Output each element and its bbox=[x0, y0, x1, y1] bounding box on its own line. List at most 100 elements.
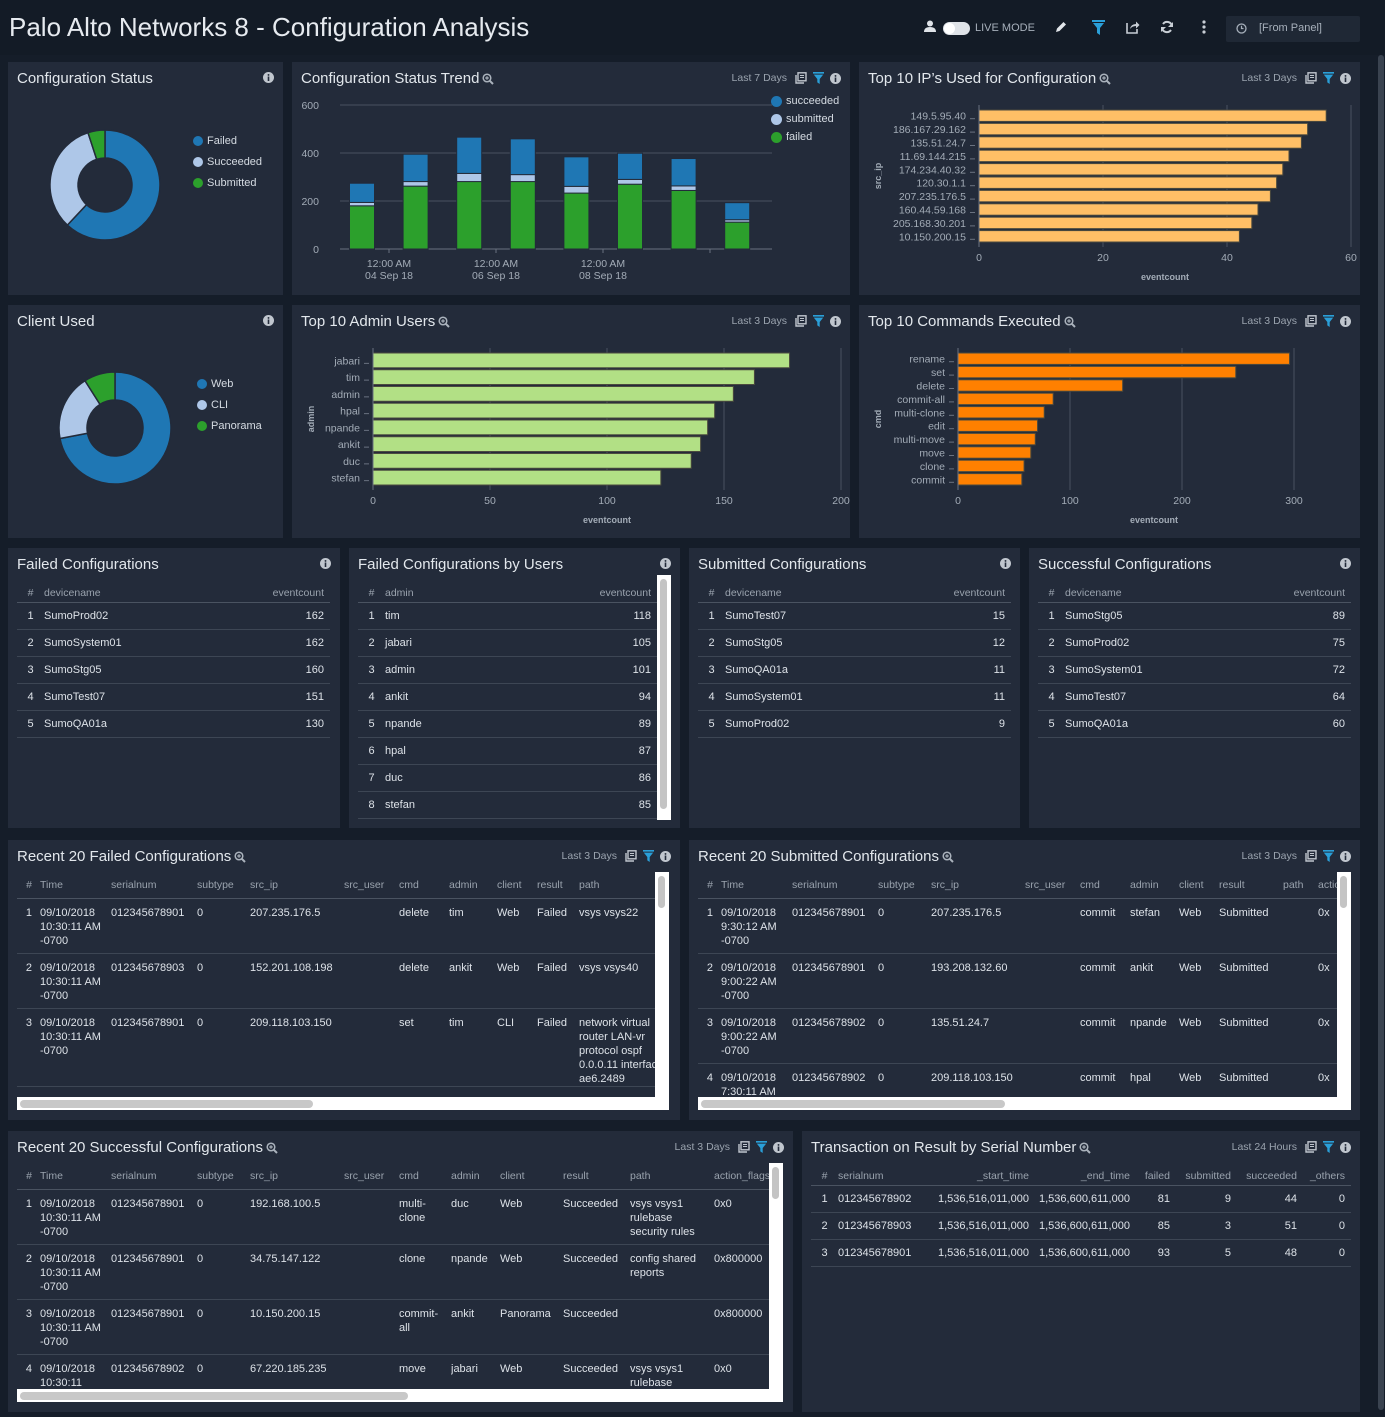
column-header[interactable]: src_ip bbox=[250, 872, 344, 899]
table-row[interactable]: 1 tim 118 bbox=[358, 602, 657, 630]
donut-slice-panorama[interactable] bbox=[83, 371, 116, 406]
table-row[interactable]: 1 012345678902 1,536,516,011,000 1,536,600,… bbox=[811, 1185, 1351, 1213]
table-row[interactable]: 3 admin 101 bbox=[358, 656, 657, 684]
bar[interactable] bbox=[957, 419, 1039, 432]
column-header[interactable]: serialnum bbox=[111, 872, 197, 899]
filter-icon[interactable] bbox=[813, 72, 824, 84]
table-row[interactable]: 4 09/10/2018 7:30:11 AM 012345678902 0 209.1… bbox=[698, 1063, 1337, 1097]
share-icon[interactable] bbox=[1126, 20, 1140, 34]
column-header[interactable]: src_user bbox=[1025, 872, 1080, 899]
bar[interactable] bbox=[372, 436, 702, 452]
bar-segment-succeeded[interactable] bbox=[349, 182, 375, 203]
info-icon[interactable] bbox=[660, 558, 671, 569]
bar[interactable] bbox=[978, 149, 1290, 163]
bar-segment-failed[interactable] bbox=[456, 181, 483, 250]
table-row[interactable]: 5 SumoQA01a 130 bbox=[17, 710, 330, 738]
column-header[interactable]: admin bbox=[449, 872, 497, 899]
time-range-selector[interactable]: [From Panel] bbox=[1226, 16, 1360, 42]
info-icon[interactable] bbox=[660, 850, 671, 862]
copy-icon[interactable] bbox=[1305, 1141, 1317, 1153]
column-header[interactable]: # bbox=[17, 872, 40, 899]
bar[interactable] bbox=[957, 392, 1054, 406]
column-header[interactable]: succeeded bbox=[1236, 1168, 1303, 1186]
live-mode-toggle[interactable] bbox=[943, 22, 970, 35]
filter-icon[interactable] bbox=[643, 850, 654, 862]
column-header[interactable]: src_user bbox=[344, 1163, 399, 1190]
table-row[interactable]: 4 ankit 94 bbox=[358, 683, 657, 711]
pencil-icon[interactable] bbox=[1054, 20, 1068, 34]
search-zoom-icon[interactable] bbox=[942, 851, 954, 863]
column-header[interactable]: result bbox=[1219, 872, 1283, 899]
table-row[interactable]: 2 09/10/2018 10:30:11 AM -0700 01234567890… bbox=[17, 953, 655, 1009]
bar[interactable] bbox=[957, 379, 1124, 392]
bar[interactable] bbox=[957, 459, 1025, 473]
bar-segment-succeeded[interactable] bbox=[456, 136, 483, 174]
bar[interactable] bbox=[372, 402, 716, 419]
bar[interactable] bbox=[372, 453, 692, 469]
bar-segment-succeeded[interactable] bbox=[402, 153, 429, 183]
table-row[interactable]: 1 09/10/2018 10:30:11 AM -0700 01234567890… bbox=[17, 898, 655, 954]
info-icon[interactable] bbox=[830, 315, 841, 327]
bar[interactable] bbox=[372, 386, 734, 402]
column-header[interactable]: Time bbox=[721, 872, 792, 899]
table-row[interactable]: 2 SumoProd02 75 bbox=[1038, 629, 1351, 657]
info-icon[interactable] bbox=[1340, 850, 1351, 862]
legend-item[interactable]: failed bbox=[771, 128, 839, 146]
legend-item[interactable]: succeeded bbox=[771, 92, 839, 110]
table-row[interactable]: 2 012345678903 1,536,516,011,000 1,536,600,… bbox=[811, 1212, 1351, 1240]
filter-icon[interactable] bbox=[1092, 20, 1105, 35]
table-row[interactable]: 1 SumoStg05 89 bbox=[1038, 602, 1351, 630]
bar[interactable] bbox=[978, 230, 1240, 243]
bar-segment-submitted[interactable] bbox=[563, 185, 590, 194]
bar-segment-submitted[interactable] bbox=[617, 178, 643, 185]
table-row[interactable]: 3 09/10/2018 10:30:11 AM -0700 01234567890… bbox=[17, 1008, 655, 1087]
bar-segment-submitted[interactable] bbox=[670, 185, 697, 191]
bar-segment-submitted[interactable] bbox=[509, 174, 536, 183]
vertical-scrollbar[interactable] bbox=[769, 1163, 783, 1402]
bar-segment-failed[interactable] bbox=[724, 221, 751, 250]
legend-item[interactable]: Succeeded bbox=[193, 151, 262, 172]
bar[interactable] bbox=[957, 432, 1036, 446]
filter-icon[interactable] bbox=[813, 315, 824, 327]
bar[interactable] bbox=[978, 189, 1271, 203]
bar[interactable] bbox=[978, 109, 1327, 122]
column-header[interactable]: src_user bbox=[344, 872, 399, 899]
table-row[interactable]: 1 09/10/2018 9:30:12 AM -0700 012345678901… bbox=[698, 898, 1337, 954]
bar[interactable] bbox=[372, 352, 791, 369]
column-header[interactable]: cmd bbox=[399, 1163, 451, 1190]
filter-icon[interactable] bbox=[1323, 1141, 1334, 1153]
table-row[interactable]: 3 SumoSystem01 72 bbox=[1038, 656, 1351, 684]
column-header[interactable]: # bbox=[811, 1168, 838, 1186]
horizontal-scrollbar[interactable] bbox=[17, 1389, 783, 1402]
copy-icon[interactable] bbox=[795, 315, 807, 327]
column-header[interactable]: devicename bbox=[1065, 585, 1230, 603]
table-row[interactable]: 2 SumoStg05 12 bbox=[698, 629, 1011, 657]
column-header[interactable]: client bbox=[497, 872, 537, 899]
table-row[interactable]: 3 09/10/2018 9:00:22 AM -0700 012345678902… bbox=[698, 1008, 1337, 1064]
table-row[interactable]: 2 09/10/2018 9:00:22 AM -0700 012345678901… bbox=[698, 953, 1337, 1009]
copy-icon[interactable] bbox=[1305, 72, 1317, 84]
column-header[interactable]: client bbox=[500, 1163, 563, 1190]
column-header[interactable]: devicename bbox=[44, 585, 209, 603]
table-row[interactable]: 8 stefan 85 bbox=[358, 791, 657, 819]
table-row[interactable]: 5 SumoQA01a 60 bbox=[1038, 710, 1351, 738]
column-header[interactable]: path bbox=[579, 872, 655, 899]
column-header[interactable]: _end_time bbox=[1034, 1168, 1136, 1186]
bar[interactable] bbox=[957, 446, 1032, 459]
bar[interactable] bbox=[957, 365, 1237, 379]
bar[interactable] bbox=[957, 406, 1045, 419]
search-zoom-icon[interactable] bbox=[1064, 316, 1076, 328]
table-row[interactable]: 1 09/10/2018 10:30:11 AM -0700 01234567890… bbox=[17, 1189, 769, 1245]
bar-segment-failed[interactable] bbox=[509, 181, 536, 250]
column-header[interactable]: src_ip bbox=[250, 1163, 344, 1190]
column-header[interactable]: failed bbox=[1135, 1168, 1176, 1186]
vertical-scrollbar[interactable] bbox=[657, 575, 671, 820]
bar[interactable] bbox=[372, 369, 755, 385]
column-header[interactable]: Time bbox=[40, 1163, 111, 1190]
info-icon[interactable] bbox=[1340, 72, 1351, 84]
column-header[interactable]: eventcount bbox=[491, 585, 657, 603]
column-header[interactable]: path bbox=[630, 1163, 714, 1190]
column-header[interactable]: result bbox=[537, 872, 579, 899]
column-header[interactable]: serialnum bbox=[111, 1163, 197, 1190]
refresh-icon[interactable] bbox=[1160, 20, 1174, 34]
